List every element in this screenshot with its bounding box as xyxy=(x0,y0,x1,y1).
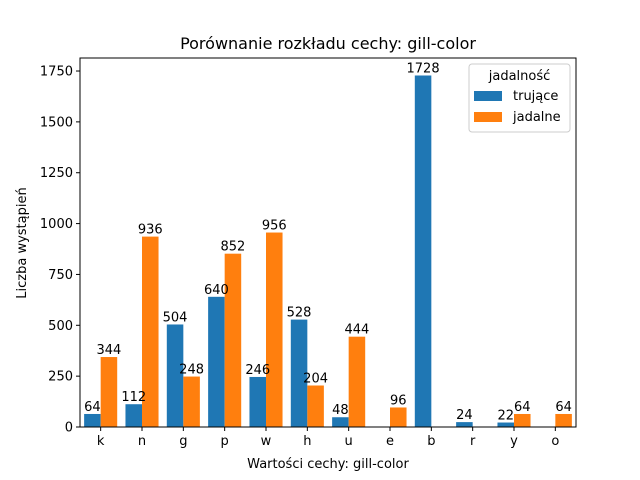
y-tick-label: 1250 xyxy=(40,166,73,181)
bar-r-series-0 xyxy=(456,422,473,427)
x-tick-label: o xyxy=(551,434,559,449)
bar-label-k-series-1: 344 xyxy=(97,343,122,358)
bar-label-n-series-0: 112 xyxy=(121,390,146,405)
x-tick-label: r xyxy=(470,434,476,449)
y-tick-label: 750 xyxy=(48,268,73,283)
bar-u-series-1 xyxy=(348,336,366,427)
bar-label-u-series-1: 444 xyxy=(345,323,370,338)
bar-y-series-1 xyxy=(514,413,531,427)
bar-k-series-1 xyxy=(100,357,118,427)
y-tick-label: 1750 xyxy=(40,65,73,80)
legend-swatch-0 xyxy=(474,91,502,101)
bars-group xyxy=(84,75,572,428)
x-tick-label: k xyxy=(97,434,105,449)
bar-label-g-series-0: 504 xyxy=(163,310,188,325)
bar-label-k-series-0: 64 xyxy=(84,400,101,415)
y-tick-label: 250 xyxy=(48,370,73,385)
x-tick-label: b xyxy=(427,434,435,449)
bar-b-series-0 xyxy=(414,75,432,428)
chart-title: Porównanie rozkładu cechy: gill-color xyxy=(180,34,476,53)
bar-w-series-0 xyxy=(249,376,266,427)
bar-label-e-series-1: 96 xyxy=(390,393,407,408)
bar-p-series-0 xyxy=(208,296,225,427)
x-tick-label: h xyxy=(303,434,311,449)
bar-labels-group: 64 112 504 640 246 528 48 1728 24 22 344 936 248 852 9… xyxy=(84,61,572,423)
bar-w-series-1 xyxy=(266,232,283,427)
bar-label-n-series-1: 936 xyxy=(138,223,163,238)
x-tick-label: y xyxy=(510,434,518,449)
bar-label-y-series-0: 22 xyxy=(497,409,514,424)
bar-label-p-series-1: 852 xyxy=(221,240,246,255)
y-tick-label: 0 xyxy=(65,421,73,436)
y-tick-label: 500 xyxy=(48,319,73,334)
x-tick-label: g xyxy=(179,434,187,449)
bar-label-b-series-0: 1728 xyxy=(407,61,440,76)
x-tick-label: n xyxy=(138,434,146,449)
bar-label-g-series-1: 248 xyxy=(179,363,204,378)
bar-label-o-series-1: 64 xyxy=(555,400,572,415)
bar-label-u-series-0: 48 xyxy=(332,403,349,418)
bar-label-w-series-0: 246 xyxy=(245,363,270,378)
bar-u-series-0 xyxy=(332,417,349,427)
legend: jadalność trujące jadalne xyxy=(468,63,571,133)
x-tick-label: e xyxy=(386,434,394,449)
bar-o-series-1 xyxy=(555,413,572,427)
bar-y-series-0 xyxy=(497,422,514,427)
y-tick-label: 1000 xyxy=(40,217,73,232)
bar-label-h-series-1: 204 xyxy=(303,372,328,387)
y-tick-label: 1500 xyxy=(40,115,73,130)
bar-label-w-series-1: 956 xyxy=(262,219,287,234)
bar-n-series-0 xyxy=(125,404,142,427)
y-axis-label: Liczba wystąpień xyxy=(15,187,30,298)
x-axis-label: Wartości cechy: gill-color xyxy=(247,457,409,472)
plot-frame xyxy=(79,57,577,428)
legend-label-1: jadalne xyxy=(512,110,561,125)
x-tick-label: u xyxy=(345,434,353,449)
legend-label-0: trujące xyxy=(513,89,558,104)
bar-label-r-series-0: 24 xyxy=(456,408,473,423)
legend-title: jadalność xyxy=(488,69,551,84)
x-tick-label: w xyxy=(261,434,272,449)
bar-h-series-1 xyxy=(307,385,324,427)
bar-e-series-1 xyxy=(390,407,407,427)
bar-label-y-series-1: 64 xyxy=(514,400,531,415)
x-tick-label: p xyxy=(221,434,229,449)
bar-g-series-1 xyxy=(183,376,200,427)
bar-g-series-0 xyxy=(166,324,184,427)
legend-swatch-1 xyxy=(474,112,502,122)
bar-k-series-0 xyxy=(84,413,101,427)
axes-group: 0 250 500 750 1000 1250 1500 1750 k n g p w h u e b r y o xyxy=(40,57,577,449)
bar-label-h-series-0: 528 xyxy=(287,306,312,321)
bar-label-p-series-0: 640 xyxy=(204,283,229,298)
bar-p-series-1 xyxy=(224,253,242,427)
bar-n-series-1 xyxy=(142,236,159,427)
bar-h-series-0 xyxy=(290,319,308,427)
